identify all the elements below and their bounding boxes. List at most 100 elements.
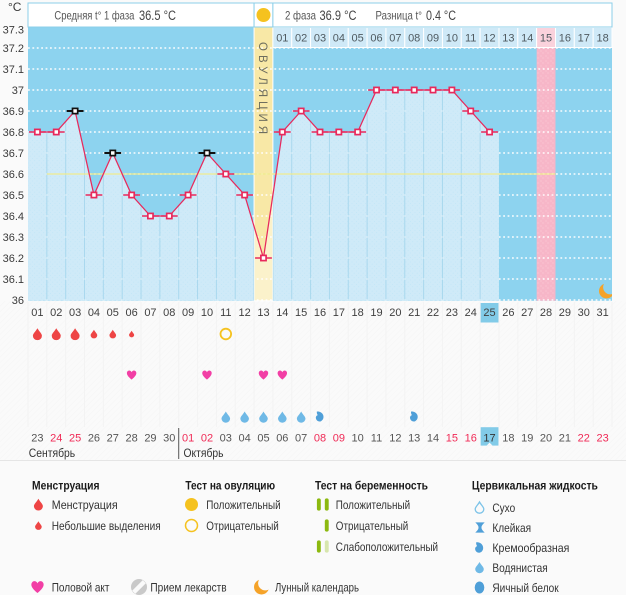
svg-text:29: 29 bbox=[144, 433, 156, 445]
svg-text:Менструация: Менструация bbox=[32, 478, 100, 492]
svg-text:21: 21 bbox=[559, 433, 571, 445]
svg-text:04: 04 bbox=[239, 433, 251, 445]
svg-text:36.2: 36.2 bbox=[3, 253, 24, 265]
svg-text:36.5 °C: 36.5 °C bbox=[139, 8, 176, 23]
svg-text:15: 15 bbox=[295, 307, 307, 319]
svg-text:29: 29 bbox=[559, 307, 571, 319]
svg-text:19: 19 bbox=[370, 307, 382, 319]
svg-text:11: 11 bbox=[465, 33, 476, 45]
svg-text:36.9 °C: 36.9 °C bbox=[320, 8, 357, 23]
svg-text:09: 09 bbox=[333, 433, 345, 445]
svg-text:11: 11 bbox=[371, 433, 382, 445]
svg-text:22: 22 bbox=[578, 433, 590, 445]
svg-text:Лунный календарь: Лунный календарь bbox=[275, 580, 359, 594]
svg-text:30: 30 bbox=[163, 433, 175, 445]
svg-text:Средняя t° 1 фаза: Средняя t° 1 фаза bbox=[54, 9, 134, 23]
svg-text:02: 02 bbox=[295, 33, 307, 45]
svg-text:07: 07 bbox=[389, 33, 401, 45]
svg-text:14: 14 bbox=[276, 307, 288, 319]
svg-text:23: 23 bbox=[446, 307, 458, 319]
svg-text:Сухо: Сухо bbox=[492, 501, 515, 515]
svg-text:37.2: 37.2 bbox=[3, 43, 24, 55]
svg-text:23: 23 bbox=[31, 433, 43, 445]
svg-text:36.5: 36.5 bbox=[3, 190, 24, 202]
svg-text:36.6: 36.6 bbox=[3, 169, 24, 181]
svg-text:Слабоположительный: Слабоположительный bbox=[336, 540, 438, 554]
svg-text:Положительный: Положительный bbox=[206, 498, 280, 512]
svg-text:15: 15 bbox=[446, 433, 458, 445]
svg-text:31: 31 bbox=[596, 307, 608, 319]
svg-text:10: 10 bbox=[201, 307, 213, 319]
svg-text:Половой акт: Половой акт bbox=[52, 580, 110, 594]
svg-text:Положительный: Положительный bbox=[336, 498, 410, 512]
svg-text:16: 16 bbox=[559, 33, 571, 45]
svg-text:08: 08 bbox=[163, 307, 175, 319]
svg-text:01: 01 bbox=[276, 33, 288, 45]
svg-text:36.7: 36.7 bbox=[3, 148, 24, 160]
svg-text:19: 19 bbox=[521, 433, 533, 445]
svg-text:26: 26 bbox=[88, 433, 100, 445]
svg-text:37: 37 bbox=[12, 85, 24, 97]
svg-text:12: 12 bbox=[239, 307, 251, 319]
svg-text:Тест на овуляцию: Тест на овуляцию bbox=[185, 478, 275, 492]
svg-text:13: 13 bbox=[408, 433, 420, 445]
svg-text:03: 03 bbox=[314, 33, 326, 45]
svg-text:Сентябрь: Сентябрь bbox=[29, 446, 75, 460]
svg-text:Менструация: Менструация bbox=[52, 498, 118, 512]
svg-text:06: 06 bbox=[370, 33, 382, 45]
svg-text:17: 17 bbox=[333, 307, 345, 319]
svg-text:09: 09 bbox=[427, 33, 439, 45]
svg-text:°C: °C bbox=[8, 0, 22, 14]
svg-text:03: 03 bbox=[69, 307, 81, 319]
svg-text:36.8: 36.8 bbox=[3, 127, 24, 139]
svg-text:11: 11 bbox=[220, 307, 231, 319]
svg-text:07: 07 bbox=[295, 433, 307, 445]
svg-text:Тест на беременность: Тест на беременность bbox=[315, 478, 428, 492]
svg-text:12: 12 bbox=[483, 33, 495, 45]
svg-text:08: 08 bbox=[314, 433, 326, 445]
svg-text:23: 23 bbox=[596, 433, 608, 445]
svg-text:18: 18 bbox=[352, 307, 364, 319]
svg-text:Яичный белок: Яичный белок bbox=[492, 581, 559, 595]
svg-text:16: 16 bbox=[465, 433, 477, 445]
svg-text:01: 01 bbox=[31, 307, 43, 319]
svg-text:04: 04 bbox=[333, 33, 345, 45]
svg-text:13: 13 bbox=[502, 33, 514, 45]
svg-text:17: 17 bbox=[578, 33, 590, 45]
svg-text:24: 24 bbox=[465, 307, 477, 319]
svg-text:24: 24 bbox=[50, 433, 62, 445]
svg-text:37.1: 37.1 bbox=[3, 64, 24, 76]
svg-text:18: 18 bbox=[502, 433, 514, 445]
svg-text:21: 21 bbox=[408, 307, 420, 319]
svg-text:22: 22 bbox=[427, 307, 439, 319]
svg-text:05: 05 bbox=[257, 433, 269, 445]
svg-text:2 фаза: 2 фаза bbox=[285, 9, 316, 23]
svg-text:01: 01 bbox=[182, 433, 194, 445]
svg-text:36.4: 36.4 bbox=[3, 211, 24, 223]
svg-text:0.4 °C: 0.4 °C bbox=[426, 8, 456, 23]
svg-text:Отрицательный: Отрицательный bbox=[206, 519, 278, 533]
svg-text:12: 12 bbox=[389, 433, 401, 445]
svg-text:06: 06 bbox=[276, 433, 288, 445]
svg-text:02: 02 bbox=[50, 307, 62, 319]
svg-text:Клейкая: Клейкая bbox=[492, 521, 531, 535]
svg-text:07: 07 bbox=[144, 307, 156, 319]
svg-text:09: 09 bbox=[182, 307, 194, 319]
svg-text:ОВУЛЯЦИЯ: ОВУЛЯЦИЯ bbox=[256, 42, 268, 138]
svg-text:Прием лекарств: Прием лекарств bbox=[150, 580, 226, 594]
svg-text:36.9: 36.9 bbox=[3, 106, 24, 118]
svg-text:10: 10 bbox=[446, 33, 458, 45]
svg-text:Отрицательный: Отрицательный bbox=[336, 519, 409, 533]
svg-text:16: 16 bbox=[314, 307, 326, 319]
svg-text:Разница t°: Разница t° bbox=[376, 9, 423, 23]
svg-text:Цервикальная жидкость: Цервикальная жидкость bbox=[472, 478, 598, 492]
svg-text:25: 25 bbox=[483, 307, 495, 319]
svg-text:26: 26 bbox=[502, 307, 514, 319]
svg-text:04: 04 bbox=[88, 307, 100, 319]
svg-text:15: 15 bbox=[540, 33, 552, 45]
svg-text:Кремообразная: Кремообразная bbox=[492, 541, 569, 555]
svg-text:20: 20 bbox=[540, 433, 552, 445]
svg-text:28: 28 bbox=[540, 307, 552, 319]
svg-text:02: 02 bbox=[201, 433, 213, 445]
svg-text:25: 25 bbox=[69, 433, 81, 445]
